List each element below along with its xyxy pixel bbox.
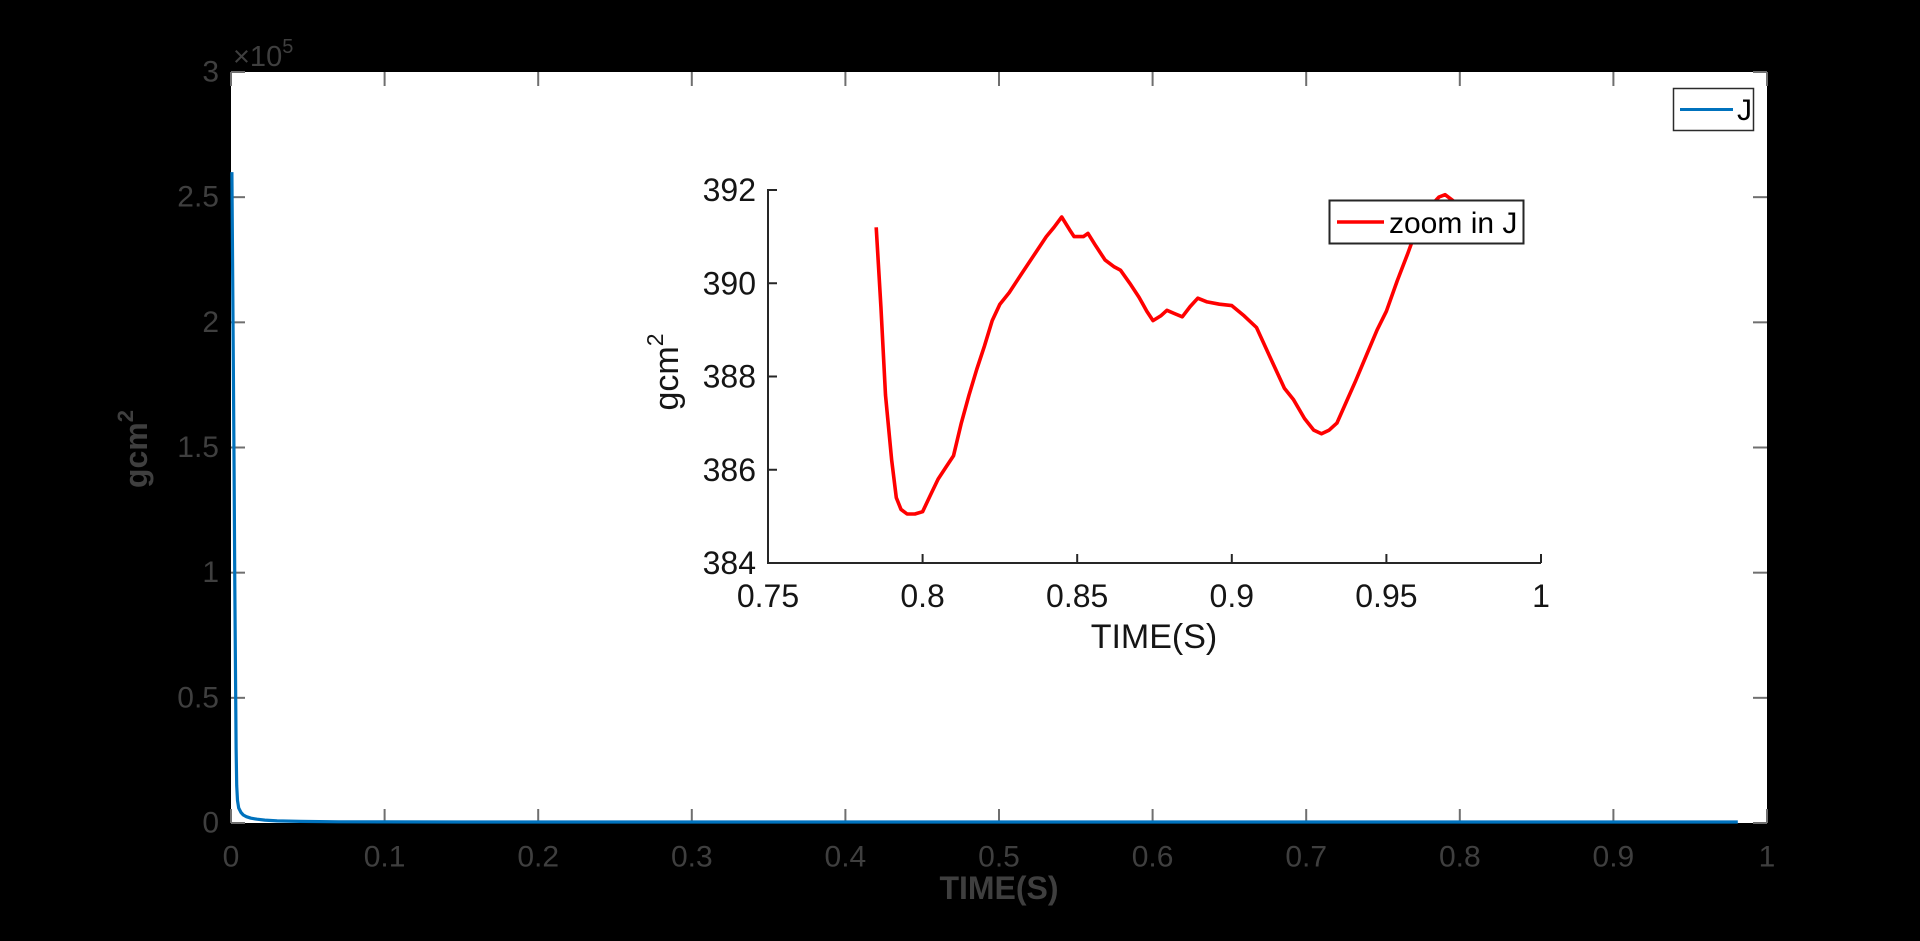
inset-y-tick-label: 390 (703, 265, 756, 301)
inset-y-tick-label: 386 (703, 452, 756, 488)
main-axes: 0 0.1 0.2 0.3 0.4 0.5 0.6 0.7 0.8 0.9 1 0 0.5 1 1.5 2 2.… (177, 56, 1775, 874)
main-y-tick-label: 2 (202, 306, 219, 339)
inset-x-tick-label: 0.95 (1355, 578, 1417, 614)
inset-series-zoom-in-J (874, 192, 1466, 516)
main-y-tick-label: 1 (202, 556, 219, 589)
inset-ylabel: gcm2 (642, 333, 686, 410)
main-x-tick-label: 0 (223, 841, 240, 874)
y-axis-exponent-power: 5 (282, 36, 293, 58)
main-ylabel-base: gcm (118, 422, 154, 488)
main-legend: J (1672, 87, 1755, 132)
inset-x-tick-label: 0.9 (1210, 578, 1254, 614)
main-x-tick-label: 0.1 (364, 841, 406, 874)
main-legend-label: J (1737, 94, 1752, 127)
main-xlabel: TIME(S) (939, 870, 1058, 906)
main-x-tick-label: 0.8 (1439, 841, 1481, 874)
inset-axes: 0.75 0.8 0.85 0.9 0.95 1 384 386 388 390 392 (703, 172, 1550, 614)
inset-x-tick-label: 1 (1532, 578, 1550, 614)
main-y-tick-label: 0 (202, 807, 219, 840)
inset-x-tick-label: 0.85 (1046, 578, 1108, 614)
inset-ylabel-sup: 2 (642, 333, 668, 346)
main-y-tick-label: 3 (202, 56, 219, 89)
inset-y-tick-label: 384 (703, 545, 756, 581)
main-ylabel-sup: 2 (113, 410, 138, 422)
inset-y-tick-label: 392 (703, 172, 756, 208)
main-x-tick-label: 0.9 (1593, 841, 1635, 874)
inset-xlabel: TIME(S) (1091, 618, 1218, 656)
main-y-tick-label: 2.5 (177, 181, 219, 214)
main-series-J (230, 172, 1738, 824)
main-x-tick-label: 0.2 (517, 841, 559, 874)
main-x-tick-label: 0.7 (1285, 841, 1327, 874)
inset-y-tick-label: 388 (703, 359, 756, 395)
inset-legend-label: zoom in J (1389, 207, 1517, 240)
main-ylabel: gcm2 (113, 410, 154, 488)
main-y-tick-label: 0.5 (177, 681, 219, 714)
main-plot-area (231, 72, 1767, 823)
main-x-tick-label: 0.5 (978, 841, 1020, 874)
main-y-tick-label: 1.5 (177, 431, 219, 464)
y-axis-exponent-base: ×10 (233, 41, 282, 73)
y-axis-exponent: ×105 (233, 36, 293, 73)
inset-x-tick-label: 0.8 (900, 578, 944, 614)
main-x-tick-label: 1 (1759, 841, 1776, 874)
main-x-tick-label: 0.3 (671, 841, 713, 874)
inset-ylabel-base: gcm (648, 346, 686, 410)
inset-legend: zoom in J (1328, 199, 1525, 245)
inset-x-tick-label: 0.75 (737, 578, 799, 614)
main-x-tick-label: 0.6 (1132, 841, 1174, 874)
main-x-tick-label: 0.4 (825, 841, 867, 874)
